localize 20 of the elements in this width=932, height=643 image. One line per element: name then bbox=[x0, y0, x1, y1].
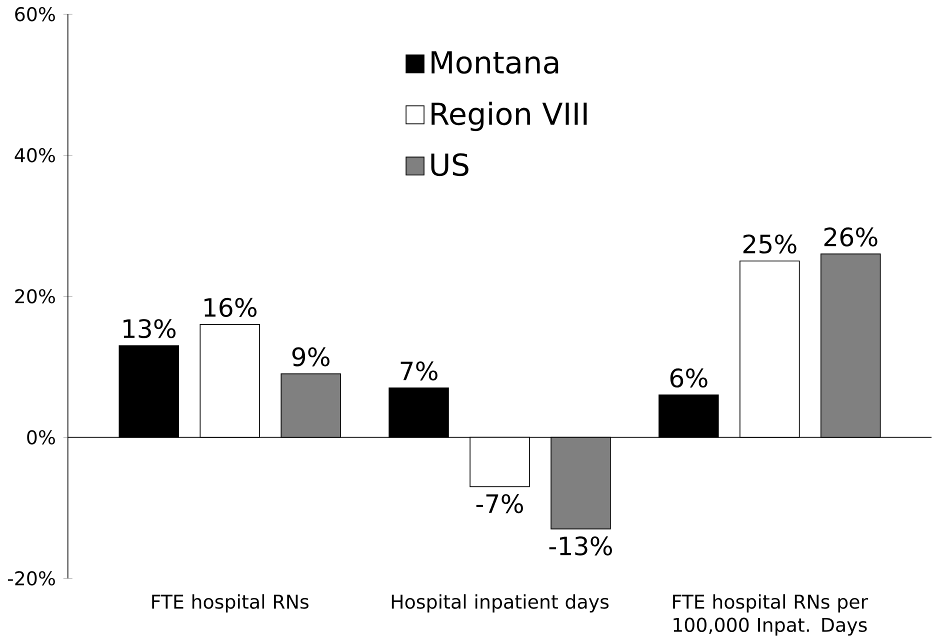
data-label: 26% bbox=[824, 228, 878, 247]
legend-label: Montana bbox=[432, 51, 558, 74]
data-label: 13% bbox=[124, 319, 176, 338]
data-label: 7% bbox=[400, 362, 438, 381]
data-label: -13% bbox=[549, 536, 612, 556]
data-label: 9% bbox=[292, 347, 330, 367]
x-tick-label: FTE hospital RNs bbox=[152, 594, 308, 613]
data-label: 25% bbox=[743, 234, 796, 254]
y-tick-label: 40% bbox=[14, 148, 55, 163]
y-tick-label: 0% bbox=[27, 430, 55, 445]
data-label: 16% bbox=[204, 298, 257, 318]
x-tick-label: Hospital inpatient days bbox=[392, 594, 609, 613]
data-label: -7% bbox=[476, 494, 523, 514]
data-label: 6% bbox=[670, 368, 708, 388]
y-tick-label: 20% bbox=[15, 289, 55, 304]
x-tick-label: FTE hospital RNs per 100,000 Inpat. Days bbox=[673, 594, 868, 636]
legend-label: Region VIII bbox=[432, 102, 587, 132]
y-tick-label: 60% bbox=[15, 7, 55, 22]
legend-label: US bbox=[431, 153, 468, 176]
y-tick-label: -20% bbox=[8, 571, 55, 586]
